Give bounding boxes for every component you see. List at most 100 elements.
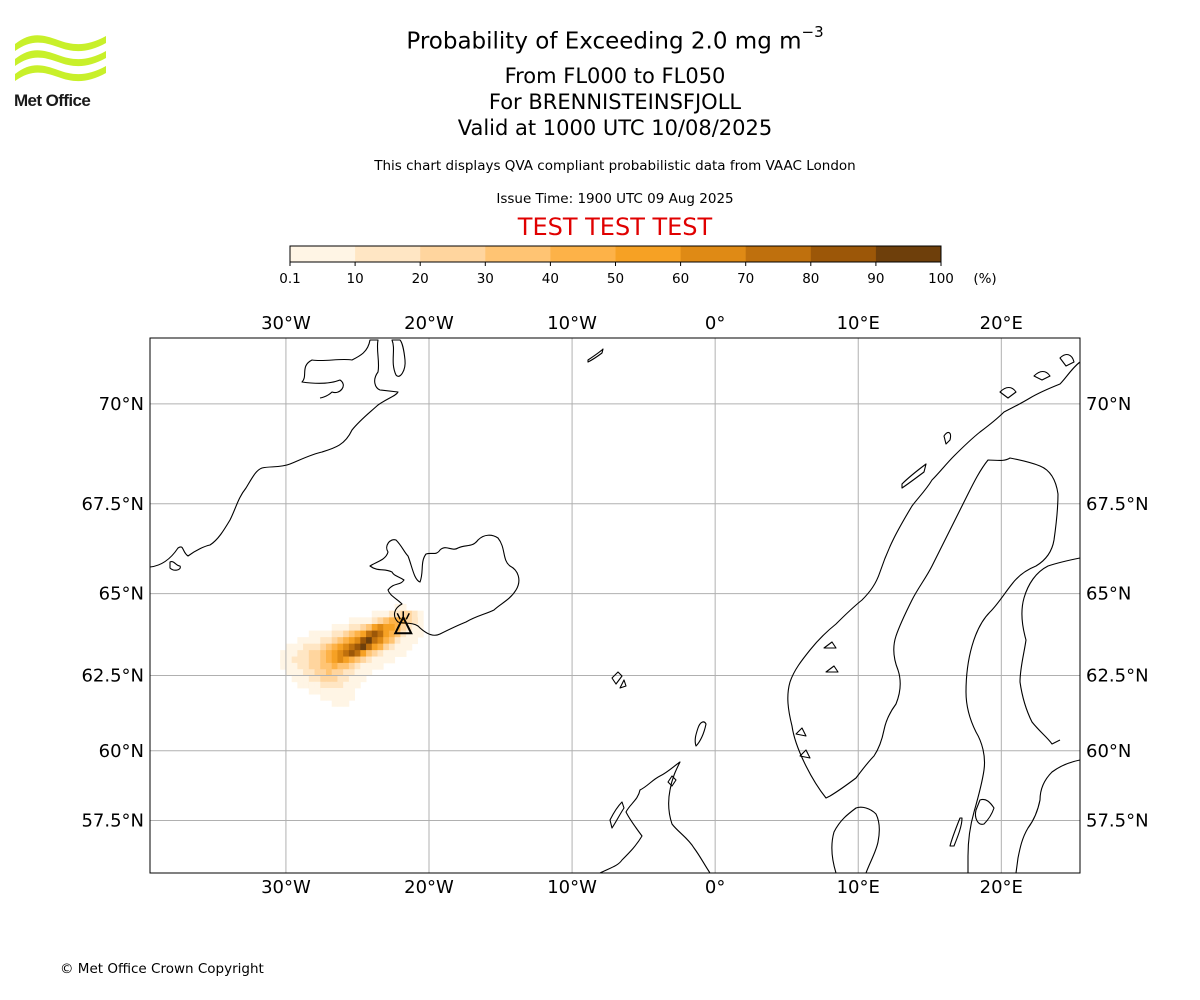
plume-cell [400,643,407,657]
plume-cell [337,694,344,707]
greenland-island [391,339,406,377]
plume-cell [366,662,373,676]
orkney [667,775,677,787]
valid-time: Valid at 1000 UTC 10/08/2025 [457,116,773,140]
lon-label-bottom: 20°E [980,877,1023,898]
outer-hebrides [609,801,625,829]
oland [949,817,963,847]
plume-cell [394,643,401,657]
met-office-logo: Met Office [14,30,109,112]
colorbar-segment [355,246,421,262]
plume-cell [303,675,310,689]
chart-description: This chart displays QVA compliant probab… [374,158,856,174]
finland-coast [1015,759,1080,873]
lat-label-left: 57.5°N [81,811,144,832]
scandinavia-coast [787,361,1080,873]
chart-title: Probability of Exceeding 2.0 mg m−3 [240,23,990,55]
ash-plume [280,603,424,707]
colorbar-segment [875,246,942,262]
axis-labels: 30°W 30°W 20°W 20°W 10°W 10°W 0° 0° 10°E 10°E 20°E… [81,313,1148,898]
plume-cell [417,610,424,625]
plume-cell [343,694,350,707]
lon-label-top: 10°E [837,313,880,334]
colorbar-segment [420,246,486,262]
jan-mayen [587,348,604,363]
lat-label-right: 70°N [1086,394,1131,415]
colorbar-tick-label: 50 [607,271,624,287]
iceland-coast [369,534,520,636]
lat-label-right: 60°N [1086,741,1131,762]
norway-islands-west [795,641,839,759]
colorbar-segment [550,246,616,262]
lat-label-right: 65°N [1086,584,1131,605]
plume-cell [348,687,355,701]
colorbar-tick-label: 90 [867,271,884,287]
test-banner: TEST TEST TEST [517,213,713,241]
coastlines [150,339,1080,873]
greenland-coast [150,339,399,568]
plume-cell [406,637,413,651]
colorbar-tick-label: 10 [347,271,364,287]
volcano-rays [396,611,410,620]
colorbar-tick-label: 70 [737,271,754,287]
colorbar: 0.1 10 20 30 40 50 60 70 80 90 100 [279,245,954,287]
lat-label-left: 65°N [99,584,144,605]
plume-cell [285,662,293,676]
met-office-logo-text: Met Office [14,91,91,110]
map-area [150,338,1080,873]
colorbar-segment [290,246,356,262]
faroe-islands [611,671,627,689]
lat-label-left: 70°N [99,394,144,415]
plume-cell [377,656,384,670]
baltic-coast [1019,557,1080,745]
colorbar-segment [615,246,682,262]
plume-cell [417,623,424,638]
plume-cell [320,687,327,701]
colorbar-tick-label: 80 [802,271,819,287]
lon-label-bottom: 10°E [837,877,880,898]
lon-label-bottom: 20°W [404,877,454,898]
kattegat-coast [831,806,880,873]
gotland [974,798,995,825]
plume-cell [325,687,333,701]
plume-cell [383,650,390,664]
lat-label-left: 67.5°N [81,494,144,515]
colorbar-tick-label: 30 [477,271,494,287]
greenland-island-2 [169,561,181,571]
lat-label-right: 57.5°N [1086,811,1149,832]
volcano-name: For BRENNISTEINSFJOLL [488,90,742,114]
chart-title-text: Probability of Exceeding 2.0 mg m [406,28,802,55]
chart-title-superscript: −3 [801,23,824,41]
lat-label-right: 67.5°N [1086,494,1149,515]
plume-cell [411,630,418,645]
lon-label-bottom: 30°W [261,877,311,898]
lon-label-top: 10°W [547,313,597,334]
plume-cell [371,656,378,670]
colorbar-unit: (%) [973,271,996,287]
colorbar-segment [810,246,877,262]
colorbar-tick-label: 60 [672,271,689,287]
plume-cell [354,675,361,689]
volcano-marker-icon [393,611,413,635]
plume-cell [280,656,287,670]
lat-label-left: 60°N [99,741,144,762]
plume-cell [331,694,338,707]
issue-time: Issue Time: 1900 UTC 09 Aug 2025 [496,191,734,207]
colorbar-tick-label: 40 [542,271,559,287]
lon-label-top: 20°W [404,313,454,334]
plume-cell [297,675,304,689]
lon-label-top: 20°E [980,313,1023,334]
lon-label-top: 0° [705,313,725,334]
lat-label-right: 62.5°N [1086,666,1149,687]
norway-islands-north [901,353,1075,489]
lon-label-bottom: 10°W [547,877,597,898]
colorbar-segment [680,246,747,262]
volcano-triangle [393,615,413,635]
map-frame [149,337,1081,874]
colorbar-tick-label: 100 [928,271,954,287]
lon-label-top: 30°W [261,313,311,334]
lon-label-bottom: 0° [705,877,725,898]
plume-cell [388,650,396,664]
plume-cell [314,681,321,695]
